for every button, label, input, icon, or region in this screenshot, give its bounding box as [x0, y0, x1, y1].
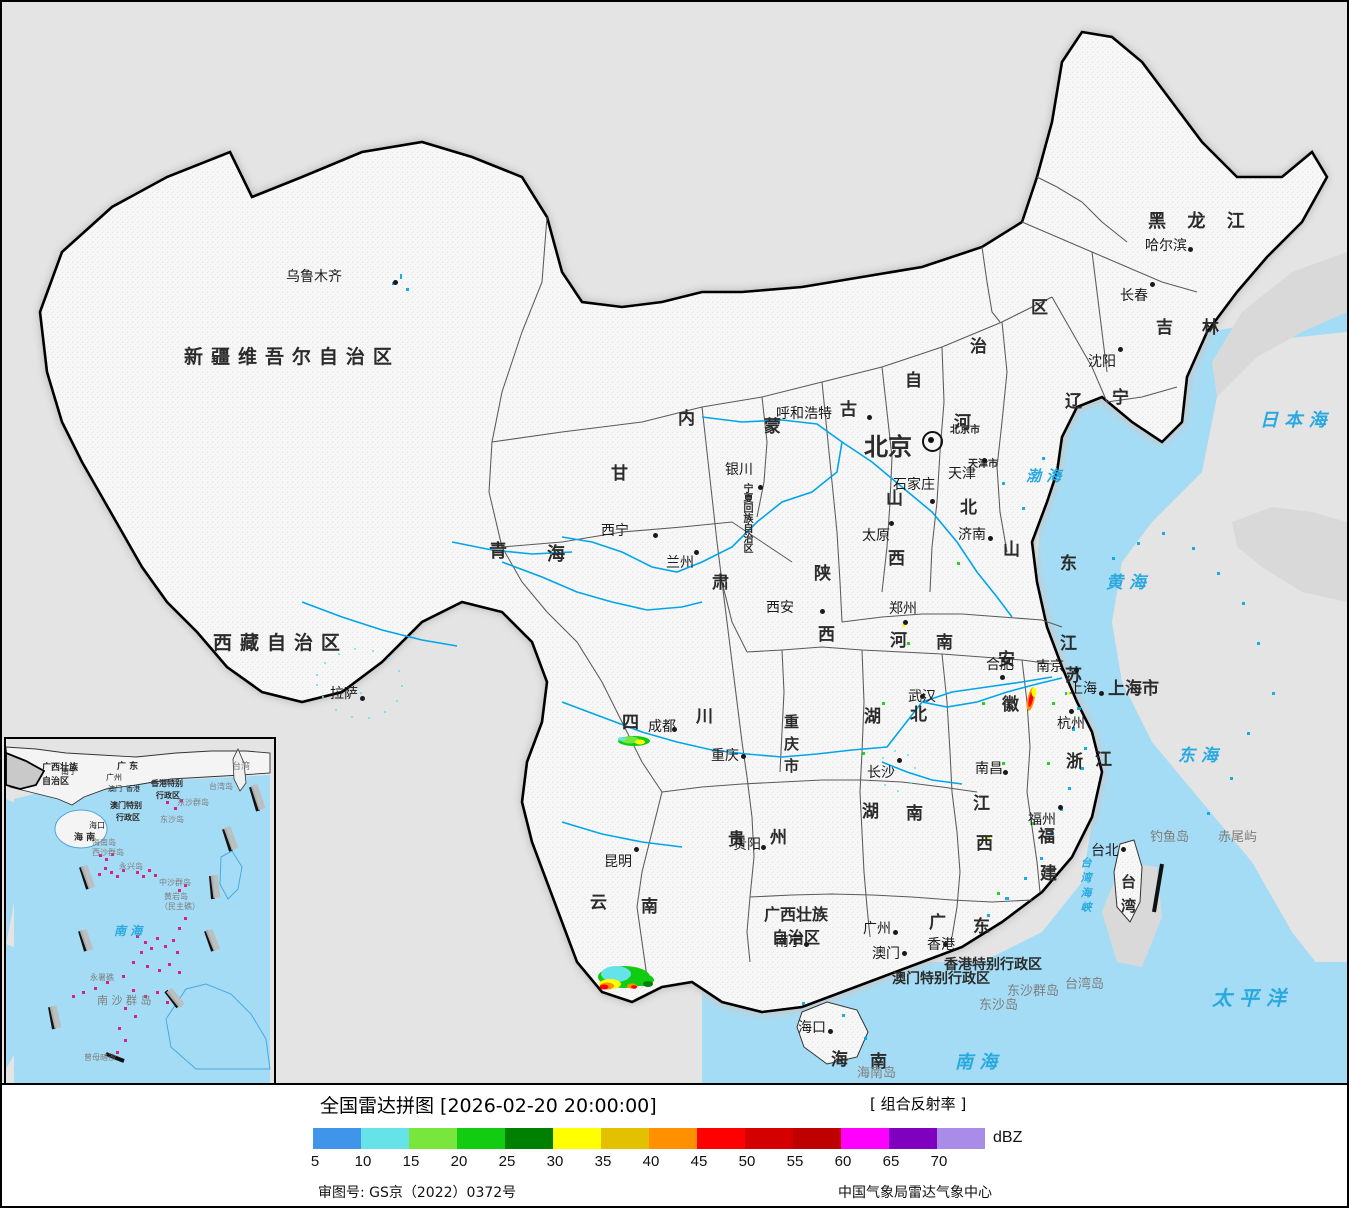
- colorbar-tick-20: 20: [450, 1153, 468, 1170]
- colorbar-swatch-20: [457, 1128, 505, 1149]
- colorbar-swatch-35: [601, 1128, 649, 1149]
- colorbar-swatch-15: [409, 1128, 457, 1149]
- colorbar-swatch-25: [505, 1128, 553, 1149]
- map-geometry: [2, 2, 1347, 1083]
- colorbar-tick-60: 60: [834, 1153, 852, 1170]
- footer-title: 全国雷达拼图 [2026-02-20 20:00:00]: [320, 1095, 657, 1117]
- radar-echo-hunan: [878, 750, 916, 792]
- dbz-colorbar-ticks: 5 10 15 20 25 30 35 40 45 50 55 60 65 70: [310, 1153, 1013, 1173]
- review-number: 审图号: GS京（2022）0372号: [318, 1185, 517, 1201]
- colorbar-swatch-65: [889, 1128, 937, 1149]
- colorbar-swatch-50: [745, 1128, 793, 1149]
- colorbar-tick-5: 5: [310, 1153, 320, 1170]
- colorbar-tick-10: 10: [354, 1153, 372, 1170]
- colorbar-tick-50: 50: [738, 1153, 756, 1170]
- radar-echo-tibet: [316, 648, 403, 719]
- product-mode-label: [ 组合反射率 ]: [870, 1095, 967, 1113]
- boundary-dash-marks: [1152, 863, 1164, 913]
- taiwan-island: [1113, 839, 1143, 923]
- colorbar-tick-65: 65: [882, 1153, 900, 1170]
- dbz-colorbar: [313, 1128, 985, 1149]
- colorbar-tick-40: 40: [642, 1153, 660, 1170]
- dbz-unit-label: dBZ: [993, 1129, 1023, 1146]
- radar-echo-anhui: [1026, 687, 1037, 711]
- colorbar-tick-45: 45: [690, 1153, 708, 1170]
- china-radar-map[interactable]: 新疆维吾尔自治区 西藏自治区青海甘肃内蒙古自治区宁夏回族自治区陕西山西河北山东河南…: [0, 0, 1349, 1085]
- colorbar-swatch-5: [313, 1128, 361, 1149]
- radar-echo-coastal-speckle: [392, 274, 1275, 1040]
- neighbor-korea-japan: [1212, 252, 1347, 397]
- colorbar-swatch-70: [937, 1128, 985, 1149]
- colorbar-tick-35: 35: [594, 1153, 612, 1170]
- colorbar-tick-55: 55: [786, 1153, 804, 1170]
- china-landmass: [38, 30, 1329, 1014]
- map-footer: 全国雷达拼图 [2026-02-20 20:00:00] [ 组合反射率 ] d…: [0, 1085, 1349, 1208]
- colorbar-swatch-30: [553, 1128, 601, 1149]
- ocean-east: [702, 302, 1347, 1083]
- neighbor-korea: [1232, 507, 1347, 602]
- radar-echo-yunnan: [598, 966, 654, 990]
- rivers: [301, 416, 1063, 848]
- colorbar-tick-70: 70: [930, 1153, 948, 1170]
- inset-geometry: [6, 739, 274, 1083]
- source-organization: 中国气象局雷达气象中心: [838, 1185, 992, 1201]
- colorbar-swatch-60: [841, 1128, 889, 1149]
- colorbar-swatch-55: [793, 1128, 841, 1149]
- colorbar-tick-30: 30: [546, 1153, 564, 1170]
- colorbar-tick-25: 25: [498, 1153, 516, 1170]
- colorbar-swatch-10: [361, 1128, 409, 1149]
- radar-echo-sichuan: [618, 736, 650, 746]
- colorbar-tick-15: 15: [402, 1153, 420, 1170]
- colorbar-swatch-40: [649, 1128, 697, 1149]
- colorbar-swatch-45: [697, 1128, 745, 1149]
- south-china-sea-inset[interactable]: 广西壮族 自治区 南宁广 东广州 澳门 香港 香港特别 行政区 澳门特别 行政区 台湾 台湾岛 东沙群…: [4, 737, 276, 1083]
